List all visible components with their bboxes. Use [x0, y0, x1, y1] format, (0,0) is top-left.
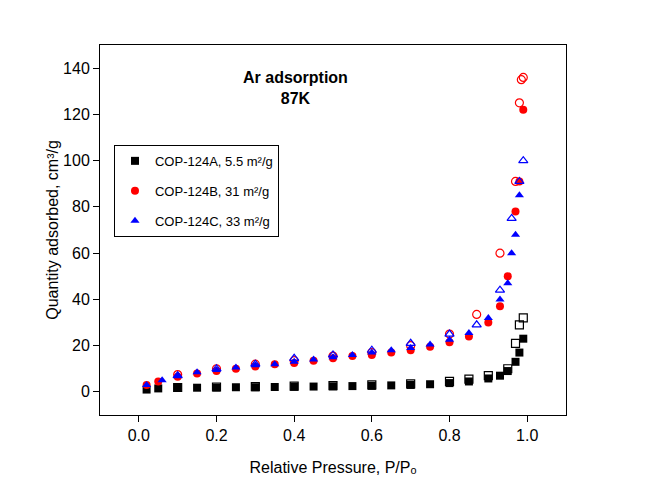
svg-text:1.0: 1.0	[516, 427, 538, 444]
svg-text:20: 20	[72, 337, 90, 354]
svg-text:0: 0	[81, 383, 90, 400]
svg-text:100: 100	[63, 152, 90, 169]
svg-text:140: 140	[63, 60, 90, 77]
svg-text:0.2: 0.2	[205, 427, 227, 444]
svg-text:Ar adsorption87K: Ar adsorption87K	[243, 69, 348, 107]
svg-text:Quantity adsorbed, cm³/g: Quantity adsorbed, cm³/g	[44, 140, 61, 320]
svg-text:40: 40	[72, 291, 90, 308]
svg-text:60: 60	[72, 245, 90, 262]
svg-text:0.8: 0.8	[438, 427, 460, 444]
svg-text:Relative Pressure, P/Pₒ: Relative Pressure, P/Pₒ	[250, 459, 417, 476]
svg-text:COP-124B, 31 m²/g: COP-124B, 31 m²/g	[155, 184, 269, 199]
svg-text:0.6: 0.6	[361, 427, 383, 444]
svg-text:80: 80	[72, 198, 90, 215]
svg-text:120: 120	[63, 106, 90, 123]
svg-text:COP-124C, 33 m²/g: COP-124C, 33 m²/g	[155, 214, 270, 229]
svg-text:0.4: 0.4	[283, 427, 305, 444]
svg-text:COP-124A, 5.5 m²/g: COP-124A, 5.5 m²/g	[155, 154, 273, 169]
svg-text:0.0: 0.0	[128, 427, 150, 444]
